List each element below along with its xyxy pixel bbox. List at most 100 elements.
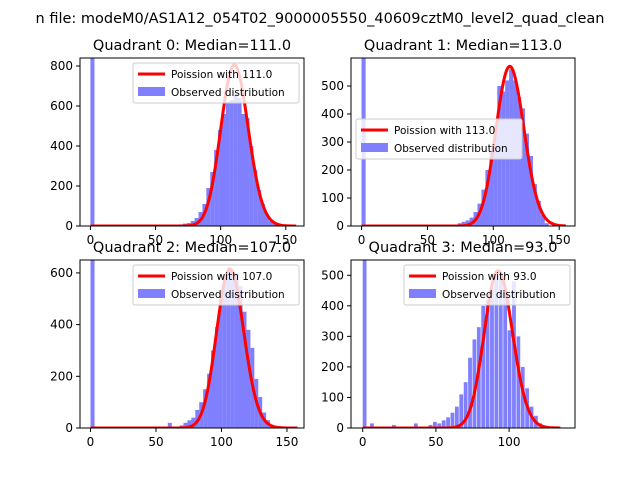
x-tick-label: 100 <box>482 233 505 247</box>
histogram-bar <box>221 114 226 226</box>
histogram-bar <box>493 125 498 226</box>
histogram-bar <box>90 260 95 428</box>
histogram-bar <box>90 58 95 226</box>
x-tick-label: 0 <box>359 435 367 449</box>
histogram-bar <box>272 224 277 226</box>
histogram-bar <box>253 170 258 226</box>
histogram-bar <box>264 214 269 226</box>
x-tick-label: 50 <box>148 233 163 247</box>
histogram-bar <box>507 330 512 428</box>
x-tick-label: 0 <box>87 233 95 247</box>
histogram-bar <box>210 172 215 226</box>
histogram-bar <box>472 339 477 428</box>
histogram-bar <box>391 424 396 428</box>
y-tick-label: 600 <box>50 99 73 113</box>
histogram-bar <box>503 287 508 428</box>
histogram-bar <box>490 287 494 428</box>
histogram-bar <box>257 190 262 226</box>
x-tick-label: 0 <box>87 435 95 449</box>
histogram-bar <box>536 200 541 226</box>
legend-patch-swatch <box>409 289 436 298</box>
x-tick-label: 50 <box>420 233 435 247</box>
x-tick-label: 100 <box>209 233 232 247</box>
histogram-bar <box>187 420 192 428</box>
y-tick-label: 400 <box>50 139 73 153</box>
legend: Poission with 111.0 Observed distribution <box>132 62 300 104</box>
plot-area <box>90 260 298 428</box>
y-tick-label: 500 <box>321 268 344 282</box>
histogram-bar <box>233 94 238 226</box>
histogram-bar <box>191 417 196 428</box>
legend-label-fit: Poission with 111.0 <box>171 69 272 81</box>
axes-frame <box>350 259 576 429</box>
subplot-title: Quadrant 1: Median=113.0 <box>364 38 562 54</box>
histogram-bar <box>249 146 254 226</box>
histogram-bar <box>481 305 486 428</box>
y-tick-label: 600 <box>50 266 73 280</box>
y-tick-label: 400 <box>321 299 344 313</box>
axes-frame <box>79 57 305 227</box>
histogram-bar <box>225 102 230 226</box>
histogram-bar <box>226 267 231 428</box>
legend-label-observed: Observed distribution <box>171 289 285 301</box>
poisson-fit-line <box>90 63 297 226</box>
legend-frame <box>355 118 523 160</box>
histogram-bar <box>222 275 227 428</box>
legend: Poission with 107.0 Observed distribution <box>132 264 300 306</box>
histogram-bar <box>183 422 188 428</box>
x-tick-label: 100 <box>498 435 521 449</box>
histogram-bar <box>237 98 242 226</box>
histogram-bar <box>207 373 212 428</box>
histogram-bar <box>432 421 437 428</box>
histogram-bar <box>214 327 219 428</box>
y-tick-label: 200 <box>321 360 344 374</box>
y-tick-label: 0 <box>65 219 73 233</box>
y-tick-label: 400 <box>50 318 73 332</box>
y-tick-label: 400 <box>321 107 344 121</box>
histogram-bar <box>524 133 530 226</box>
histogram-bar <box>468 357 472 428</box>
legend-label-observed: Observed distribution <box>394 143 508 155</box>
y-tick-label: 0 <box>65 421 73 435</box>
histogram-bar <box>540 214 545 226</box>
histogram-bar <box>459 394 464 428</box>
y-tick-label: 800 <box>50 59 73 73</box>
histogram-bar <box>481 189 486 226</box>
histogram-bar <box>214 150 219 226</box>
x-tick-label: 150 <box>548 233 571 247</box>
y-tick-label: 200 <box>50 179 73 193</box>
plot-area <box>362 260 561 428</box>
histogram-bar <box>489 150 494 226</box>
histogram-bar <box>210 350 216 428</box>
histogram-bar <box>370 423 374 428</box>
histogram-bar <box>437 423 442 428</box>
x-tick-label: 50 <box>428 435 443 449</box>
histogram-bar <box>485 170 490 226</box>
histogram-bar <box>544 223 549 226</box>
x-tick-label: 150 <box>276 435 299 449</box>
subplot-quadrant-1: Quadrant 1: Median=113.0 0 50 100 150 0 100 200… <box>321 38 576 247</box>
histogram-bar <box>441 420 446 428</box>
histogram-bar <box>520 366 525 428</box>
histogram-bar <box>494 275 499 428</box>
histogram-bar <box>218 298 223 428</box>
histogram-bar <box>234 272 239 428</box>
legend-frame <box>132 62 300 104</box>
histogram-bar <box>520 108 526 226</box>
y-tick-label: 200 <box>321 163 344 177</box>
subplot-quadrant-3: Quadrant 3: Median=93.0 0 50 100 0 100 200 300 4… <box>321 240 576 449</box>
x-tick-label: 50 <box>148 435 163 449</box>
axes-frame <box>79 259 305 429</box>
histogram-bar <box>218 130 223 226</box>
histogram-bar <box>446 417 450 428</box>
histogram-bar <box>230 270 235 428</box>
subplot-grid: Quadrant 0: Median=111.0 0 50 100 150 0 200 400… <box>50 38 576 449</box>
histogram-bar <box>428 424 433 428</box>
y-tick-label: 300 <box>321 329 344 343</box>
y-tick-label: 0 <box>336 219 344 233</box>
subplot-quadrant-2: Quadrant 2: Median=107.0 0 50 100 150 0 200 400… <box>50 240 305 449</box>
plot-area <box>90 58 297 226</box>
histogram-bar <box>246 329 251 428</box>
subplot-quadrant-0: Quadrant 0: Median=111.0 0 50 100 150 0 200 400… <box>50 38 305 247</box>
